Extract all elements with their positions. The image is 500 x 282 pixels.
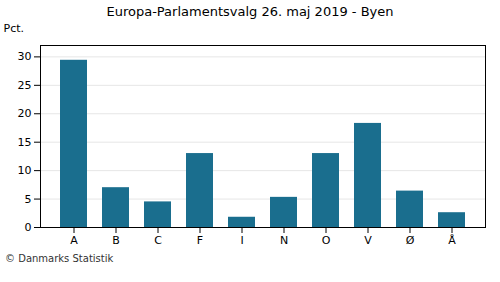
svg-text:30: 30 [18,50,32,63]
svg-text:15: 15 [18,136,32,149]
svg-text:Ø: Ø [406,234,415,247]
svg-text:V: V [364,234,372,247]
svg-text:C: C [154,234,162,247]
svg-text:F: F [197,234,203,247]
svg-text:5: 5 [25,193,32,206]
svg-text:25: 25 [18,79,32,92]
svg-text:N: N [280,234,288,247]
html-text:© Danmarks Statistik: © Danmarks Statistik [5,253,114,264]
html-text:Europa-Parlamentsvalg 26. maj: Europa-Parlamentsvalg 26. maj 2019 - Bye… [106,4,394,19]
svg-text:A: A [70,234,78,247]
svg-text:Pct.: Pct. [4,22,25,35]
svg-text:20: 20 [18,107,32,120]
svg-text:B: B [112,234,120,247]
svg-text:O: O [322,234,331,247]
svg-text:Å: Å [448,234,456,247]
svg-text:I: I [240,234,243,247]
svg-text:0: 0 [25,221,32,234]
svg-text:10: 10 [18,164,32,177]
